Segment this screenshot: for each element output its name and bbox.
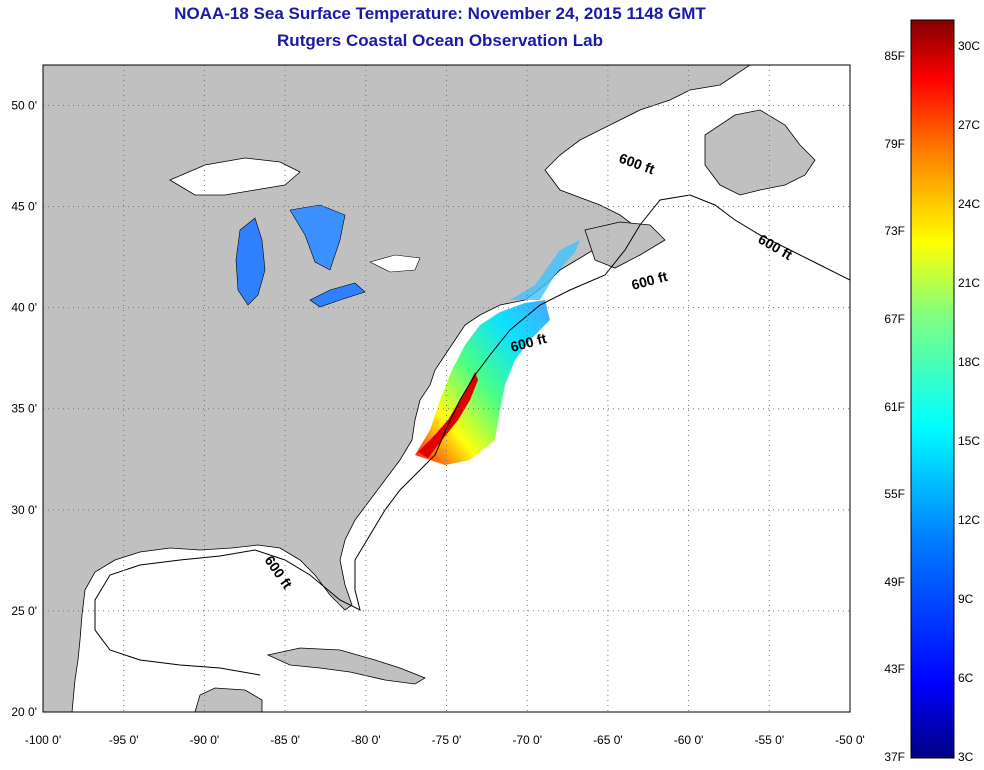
- map-title: NOAA-18 Sea Surface Temperature: Novembe…: [174, 4, 706, 23]
- x-tick-label: -95 0': [109, 733, 139, 747]
- colorbar-f-label: 37F: [884, 750, 905, 764]
- colorbar-f-label: 43F: [884, 662, 905, 677]
- map-subtitle: Rutgers Coastal Ocean Observation Lab: [277, 31, 603, 50]
- colorbar-c-label: 9C: [958, 592, 974, 606]
- colorbar: [910, 19, 955, 759]
- colorbar-c-label: 21C: [958, 276, 981, 290]
- newfoundland-land: [704, 109, 816, 196]
- colorbar-c-label: 27C: [958, 118, 981, 132]
- great-lakes-erie: [309, 282, 366, 308]
- x-tick-label: -85 0': [270, 733, 300, 747]
- y-tick-label: 45 0': [11, 200, 37, 214]
- colorbar-c-label: 12C: [958, 513, 981, 527]
- great-lakes-superior: [169, 157, 301, 196]
- isobath-600ft: [94, 194, 850, 676]
- north-america-land: [43, 65, 751, 712]
- y-tick-label: 35 0': [11, 402, 37, 416]
- x-tick-label: -90 0': [190, 733, 220, 747]
- great-lakes-michigan: [235, 217, 266, 306]
- y-tick-label: 20 0': [11, 705, 37, 719]
- x-tick-label: -60 0': [674, 733, 704, 747]
- x-tick-label: -70 0': [512, 733, 542, 747]
- colorbar-c-label: 18C: [958, 355, 981, 369]
- colorbar-f-label: 85F: [884, 49, 905, 63]
- nova-scotia-land: [584, 221, 666, 269]
- colorbar-f-label: 79F: [884, 136, 905, 151]
- colorbar-f-label: 73F: [884, 224, 905, 239]
- x-tick-label: -75 0': [432, 733, 462, 747]
- y-tick-label: 50 0': [11, 98, 37, 112]
- x-tick-label: -80 0': [351, 733, 381, 747]
- colorbar-c-label: 6C: [958, 671, 974, 685]
- y-tick-label: 25 0': [11, 604, 37, 618]
- cuba-land: [266, 647, 426, 685]
- great-lakes-ontario: [369, 254, 421, 273]
- x-tick-label: -100 0': [25, 733, 61, 747]
- colorbar-f-label: 67F: [884, 311, 905, 326]
- colorbar-c-label: 30C: [958, 39, 981, 53]
- colorbar-f-label: 49F: [884, 574, 905, 589]
- x-tick-label: -65 0': [593, 733, 623, 747]
- x-tick-label: -50 0': [835, 733, 865, 747]
- colorbar-f-label: 61F: [884, 399, 905, 414]
- great-lakes-huron: [289, 204, 346, 271]
- sst-gulf-maine: [510, 240, 580, 300]
- map-frame: [42, 64, 851, 713]
- colorbar-c-label: 3C: [958, 750, 974, 764]
- x-tick-label: -55 0': [754, 733, 784, 747]
- yucatan-land: [194, 687, 263, 712]
- colorbar-f-label: 55F: [884, 487, 905, 502]
- colorbar-c-label: 15C: [958, 434, 981, 448]
- y-tick-label: 40 0': [11, 301, 37, 315]
- colorbar-c-label: 24C: [958, 197, 981, 211]
- y-tick-label: 30 0': [11, 503, 37, 517]
